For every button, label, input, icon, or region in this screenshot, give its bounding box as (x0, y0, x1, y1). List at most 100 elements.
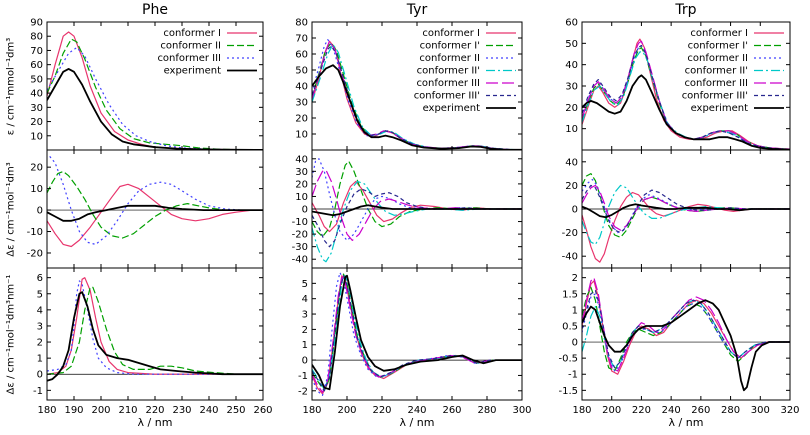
series-experiment (312, 64, 522, 150)
legend-label: experiment (164, 66, 222, 77)
legend-label: conformer I (163, 28, 221, 39)
x-tick-label: 190 (64, 405, 83, 416)
series-conformer-ii- (582, 51, 790, 150)
series-conformer-ii (312, 158, 522, 241)
y-tick-label: 50 (295, 66, 308, 77)
series-experiment (312, 274, 522, 391)
x-tick-label: 240 (662, 405, 681, 416)
y-tick-label: 20 (30, 117, 43, 128)
legend-label: conformer III (157, 53, 221, 64)
series-experiment (582, 299, 790, 392)
y-tick-label: 10 (30, 131, 43, 142)
y-tick-label: 80 (295, 18, 308, 29)
y-tick-label: 40 (565, 157, 578, 168)
y-tick-label: 20 (30, 163, 43, 174)
legend-label: conformer II' (685, 66, 748, 77)
y-tick-label: -20 (27, 248, 43, 259)
series-experiment (47, 68, 263, 150)
legend-label: experiment (423, 103, 481, 114)
series-group (582, 277, 790, 392)
legend-label: conformer I (422, 28, 480, 39)
series-conformer-i (312, 275, 522, 395)
y-tick-label: 70 (30, 46, 43, 57)
x-tick-label: 260 (691, 405, 710, 416)
series-conformer-i (47, 277, 263, 375)
y-tick-label: 10 (295, 192, 308, 203)
y-tick-label: 30 (295, 167, 308, 178)
y-tick-label: 20 (295, 114, 308, 125)
legend-label: conformer III' (682, 91, 748, 102)
series-experiment (582, 74, 790, 150)
y-tick-label: 40 (30, 89, 43, 100)
panel-frame (581, 267, 791, 401)
x-tick-label: 320 (780, 405, 799, 416)
x-tick-label: 180 (37, 405, 56, 416)
y-tick-label: -20 (292, 230, 308, 241)
series-conformer-ii- (312, 180, 522, 263)
x-tick-label: 300 (751, 405, 770, 416)
x-tick-label: 180 (302, 405, 321, 416)
legend-label: conformer III (684, 78, 748, 89)
y-tick-label: 50 (30, 74, 43, 85)
y-tick-label: 40 (295, 154, 308, 165)
y-tick-label: 1 (37, 354, 43, 365)
legend-label: conformer III' (414, 91, 480, 102)
series-conformer-iii- (312, 275, 522, 392)
y-tick-label: 60 (565, 18, 578, 29)
series-conformer-iii (582, 40, 790, 150)
y-tick-label: -20 (562, 228, 578, 239)
x-tick-label: 240 (407, 405, 426, 416)
y-tick-label: 2 (37, 338, 43, 349)
y-tick-label: 60 (295, 50, 308, 61)
y-tick-label: -40 (562, 252, 578, 263)
y-tick-label: 30 (565, 82, 578, 93)
series-conformer-iii (47, 280, 263, 375)
y-axis-label-cd-deriv: Δε / cm⁻¹mol⁻¹dm³nm⁻¹ (5, 274, 17, 395)
x-tick-label: 250 (226, 405, 245, 416)
y-tick-label: -10 (27, 227, 43, 238)
y-tick-label: 6 (37, 273, 43, 284)
legend-label: conformer I' (688, 41, 748, 52)
series-group (312, 38, 522, 150)
y-tick-label: 4 (37, 305, 43, 316)
y-tick-label: 0.5 (562, 321, 578, 332)
series-experiment (47, 204, 263, 222)
legend-label: conformer II (687, 53, 748, 64)
series-conformer-iii (312, 169, 522, 241)
y-tick-label: -10 (292, 217, 308, 228)
x-tick-label: 180 (572, 405, 591, 416)
legend-label: conformer I' (420, 41, 480, 52)
legend-label: conformer I (690, 28, 748, 39)
x-tick-label: 200 (602, 405, 621, 416)
y-tick-label: 90 (30, 18, 43, 29)
y-tick-label: 1 (572, 305, 578, 316)
y-tick-label: -1 (298, 371, 308, 382)
x-tick-label: 260 (253, 405, 272, 416)
y-tick-label: 1.5 (562, 289, 578, 300)
series-group (312, 158, 522, 263)
y-tick-label: 0 (302, 205, 308, 216)
y-tick-label: 0 (37, 206, 43, 217)
y-tick-label: 2 (302, 325, 308, 336)
series-conformer-ii (582, 293, 790, 372)
y-tick-label: 40 (565, 60, 578, 71)
series-conformer-iii- (582, 184, 790, 234)
series-group (47, 277, 263, 382)
x-tick-label: 280 (721, 405, 740, 416)
y-tick-label: 0 (37, 370, 43, 381)
series-group (312, 272, 522, 396)
y-tick-label: 4 (302, 294, 308, 305)
series-conformer-ii- (312, 275, 522, 390)
series-conformer-ii (312, 38, 522, 150)
y-tick-label: -1 (33, 386, 43, 397)
y-tick-label: 2 (572, 273, 578, 284)
y-tick-label: 10 (30, 184, 43, 195)
series-conformer-ii- (582, 299, 790, 369)
legend-label: experiment (691, 103, 749, 114)
y-tick-label: 30 (295, 98, 308, 109)
y-tick-label: 3 (302, 310, 308, 321)
